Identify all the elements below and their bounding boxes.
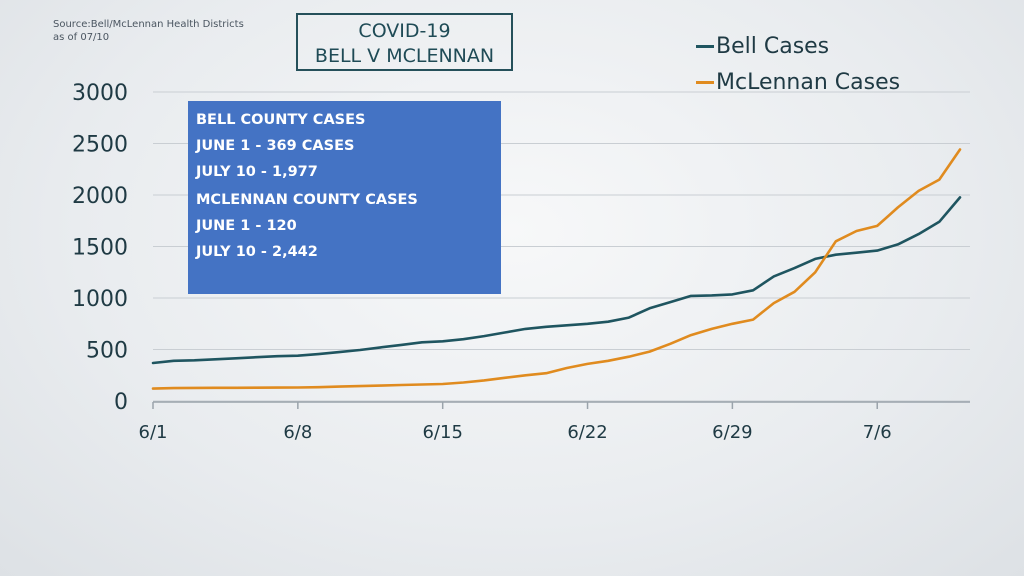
info-mclennan-june: JUNE 1 - 120 — [196, 218, 297, 234]
x-tick-label-6/1: 6/1 — [139, 422, 168, 443]
x-tick-label-7/6: 7/6 — [863, 422, 892, 443]
legend-swatch-mclennan — [696, 80, 714, 84]
chart-title: COVID-19 BELL V MCLENNAN — [296, 13, 513, 71]
legend-label-bell: Bell Cases — [716, 33, 830, 59]
y-tick-label-3000: 3000 — [72, 81, 128, 106]
chart-title-line-1: COVID-19 — [358, 20, 451, 42]
x-tick-label-6/22: 6/22 — [567, 422, 607, 443]
legend-item-bell: Bell Cases — [696, 28, 956, 64]
legend-label-mclennan: McLennan Cases — [716, 69, 901, 95]
legend-item-mclennan: McLennan Cases — [696, 64, 956, 100]
info-bell-heading: BELL COUNTY CASES — [196, 112, 366, 128]
info-mclennan-heading: MCLENNAN COUNTY CASES — [196, 192, 418, 208]
y-tick-label-1500: 1500 — [72, 236, 128, 261]
source-note: Source:Bell/McLennan Health Districts as… — [53, 18, 273, 44]
legend-swatch-bell — [696, 44, 714, 48]
legend: Bell Cases McLennan Cases — [696, 28, 956, 100]
x-tick-label-6/15: 6/15 — [422, 422, 462, 443]
source-line-1: Source:Bell/McLennan Health Districts — [53, 19, 244, 30]
y-tick-label-500: 500 — [86, 339, 128, 364]
source-line-2: as of 07/10 — [53, 32, 110, 43]
series-line-mclennan-cases — [151, 148, 962, 390]
info-mclennan-july: JULY 10 - 2,442 — [196, 244, 318, 260]
x-tick-label-6/8: 6/8 — [283, 422, 312, 443]
info-bell-july: JULY 10 - 1,977 — [196, 164, 318, 180]
chart-title-line-2: BELL V MCLENNAN — [314, 45, 495, 67]
y-tick-label-0: 0 — [114, 390, 128, 415]
y-tick-label-2500: 2500 — [72, 133, 128, 158]
info-box: BELL COUNTY CASES JUNE 1 - 369 CASES JUL… — [188, 101, 501, 294]
info-bell-june: JUNE 1 - 369 CASES — [196, 138, 355, 154]
y-tick-label-1000: 1000 — [72, 287, 128, 312]
x-tick-label-6/29: 6/29 — [712, 422, 752, 443]
y-tick-label-2000: 2000 — [72, 184, 128, 209]
